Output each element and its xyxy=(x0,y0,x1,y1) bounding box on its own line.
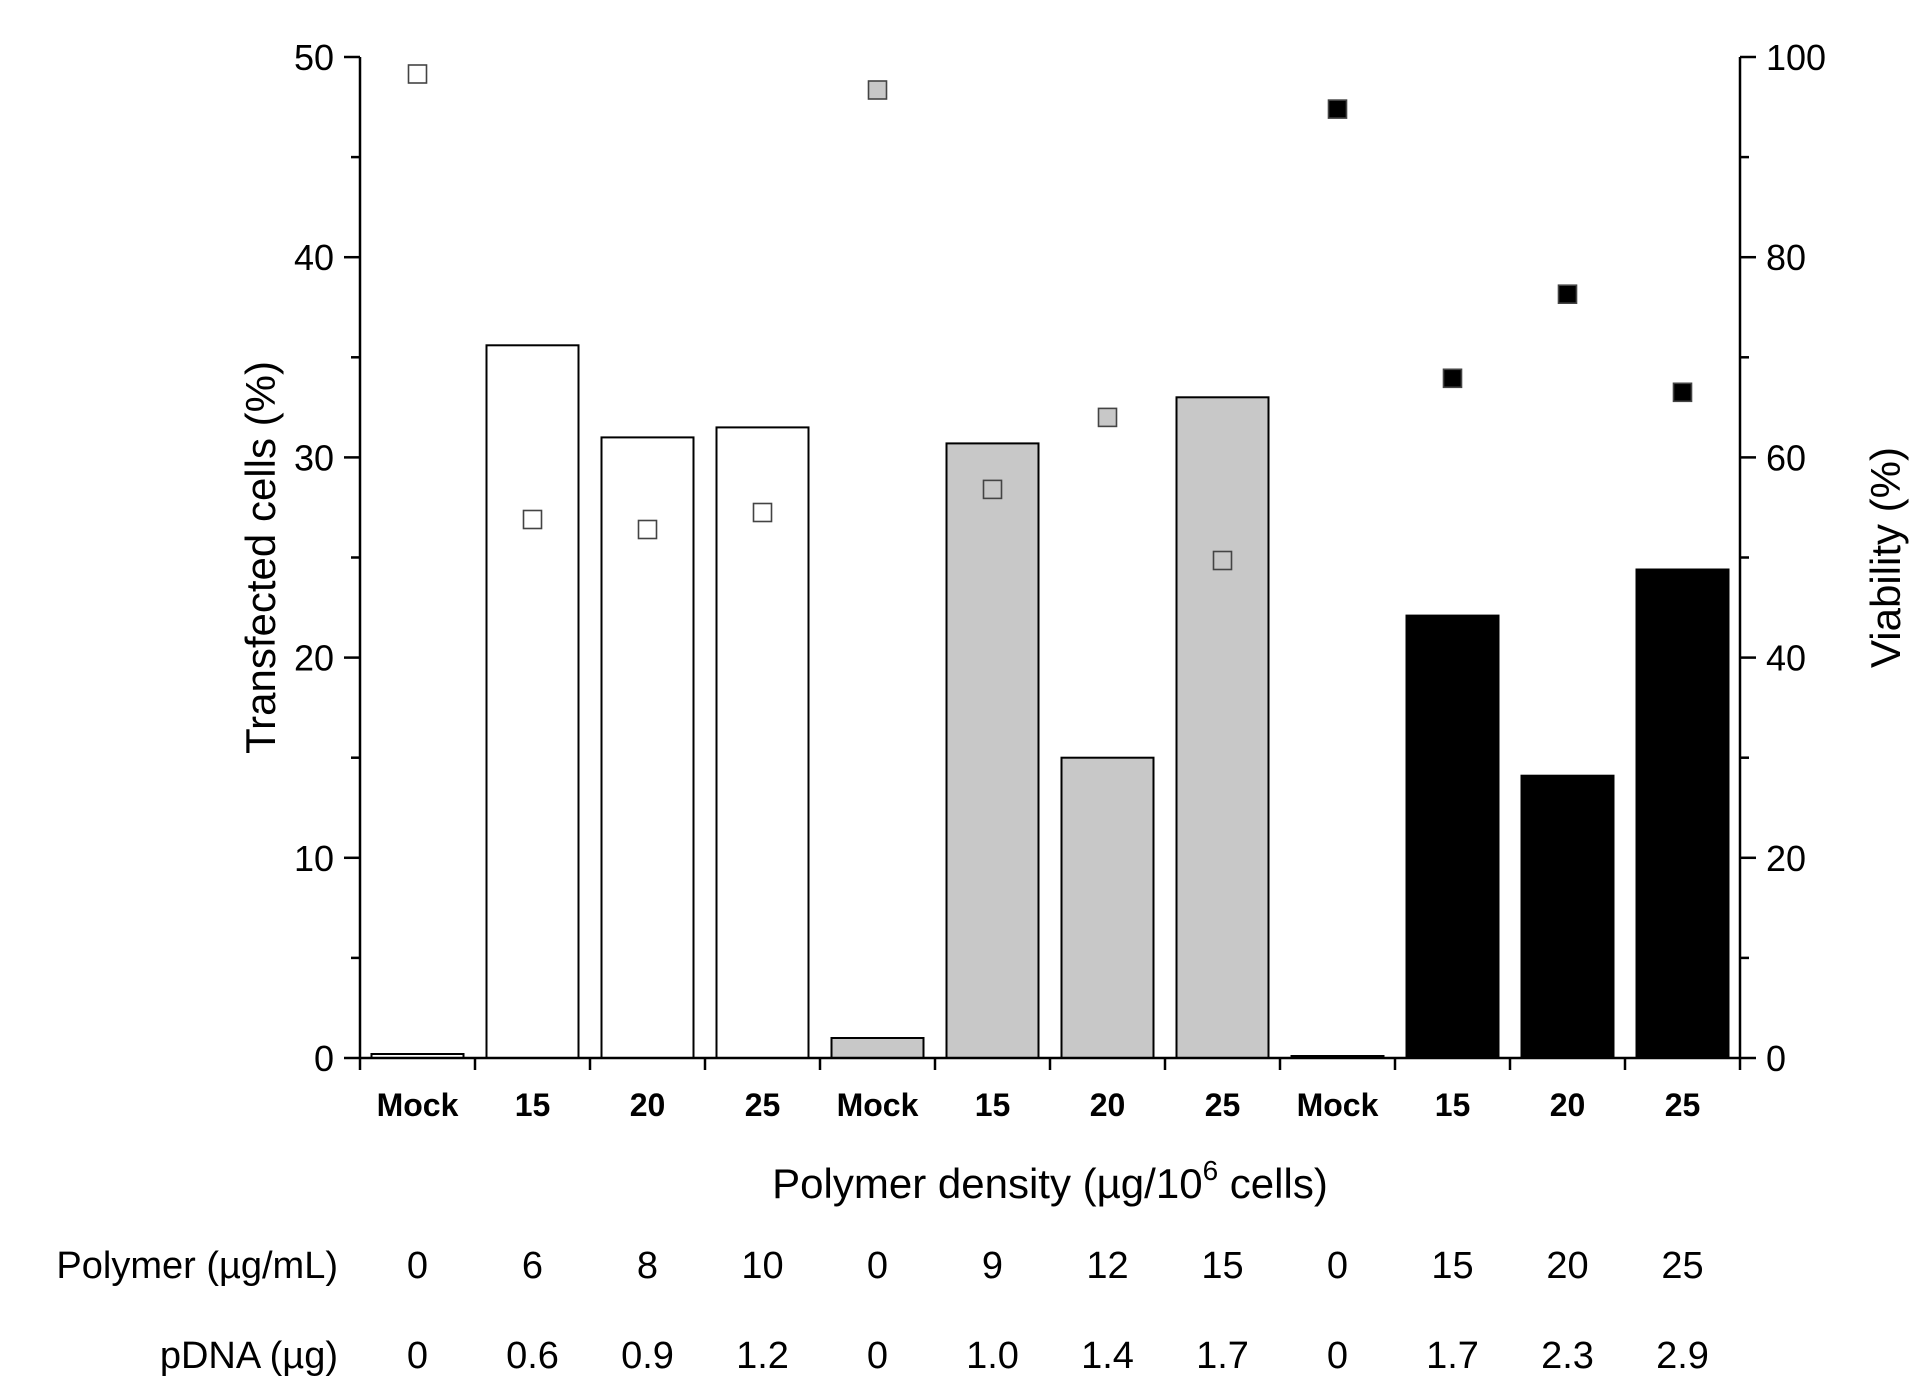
viability-marker-10 xyxy=(1557,284,1578,305)
bar-6 xyxy=(1060,756,1155,1059)
table-row-1-value-0: 0 xyxy=(407,1335,428,1377)
right-tick-label-1: 20 xyxy=(1766,838,1806,879)
table-row-1-value-3: 1.2 xyxy=(736,1335,789,1377)
x-axis-title-main: Polymer density (µg/10 xyxy=(772,1160,1202,1207)
bar-7 xyxy=(1175,396,1270,1059)
left-tick-label-4: 40 xyxy=(294,237,334,278)
category-label-9: 15 xyxy=(1435,1087,1471,1123)
table-row-label-1: pDNA (µg) xyxy=(160,1335,338,1377)
viability-marker-9 xyxy=(1442,368,1463,389)
right-tick-label-5: 100 xyxy=(1766,37,1826,78)
table-row-1-value-1: 0.6 xyxy=(506,1335,559,1377)
right-tick-label-3: 60 xyxy=(1766,437,1806,478)
table-row-1-value-8: 0 xyxy=(1327,1335,1348,1377)
table-row-0-value-11: 25 xyxy=(1661,1245,1703,1287)
bar-1 xyxy=(485,344,580,1059)
viability-marker-11 xyxy=(1672,382,1693,403)
category-label-3: 25 xyxy=(745,1087,781,1123)
category-label-4: Mock xyxy=(837,1087,919,1123)
left-tick-label-0: 0 xyxy=(314,1038,334,1079)
table-row-0-value-4: 0 xyxy=(867,1245,888,1287)
table-row-label-0: Polymer (µg/mL) xyxy=(56,1245,338,1287)
table-row-1-value-11: 2.9 xyxy=(1656,1335,1709,1377)
markers-layer xyxy=(407,64,1693,571)
category-label-8: Mock xyxy=(1297,1087,1379,1123)
viability-marker-7 xyxy=(1212,550,1233,571)
table-row-0-value-3: 10 xyxy=(741,1245,783,1287)
category-label-2: 20 xyxy=(630,1087,666,1123)
x-axis-title-suffix: cells) xyxy=(1218,1160,1328,1207)
table-row-1-value-9: 1.7 xyxy=(1426,1335,1479,1377)
x-axis-title: Polymer density (µg/106 cells) xyxy=(772,1155,1328,1207)
table-row-0-value-6: 12 xyxy=(1086,1245,1128,1287)
viability-marker-0 xyxy=(407,64,428,84)
y-axis-title-right: Viability (%) xyxy=(1862,447,1909,668)
table-row-1-value-10: 2.3 xyxy=(1541,1335,1594,1377)
table-row-0-value-9: 15 xyxy=(1431,1245,1473,1287)
category-label-7: 25 xyxy=(1205,1087,1241,1123)
viability-marker-2 xyxy=(637,519,658,540)
table-row-0-value-10: 20 xyxy=(1546,1245,1588,1287)
table-row-0-value-2: 8 xyxy=(637,1245,658,1287)
table-row-0-value-8: 0 xyxy=(1327,1245,1348,1287)
y-axis-title-left: Transfected cells (%) xyxy=(237,361,284,754)
table-row-0-value-1: 6 xyxy=(522,1245,543,1287)
viability-marker-3 xyxy=(752,502,773,523)
table-row-0-value-7: 15 xyxy=(1201,1245,1243,1287)
left-tick-label-1: 10 xyxy=(294,838,334,879)
category-label-1: 15 xyxy=(515,1087,551,1123)
left-tick-label-3: 30 xyxy=(294,437,334,478)
bars-layer xyxy=(370,344,1730,1059)
right-tick-label-2: 40 xyxy=(1766,638,1806,679)
viability-marker-1 xyxy=(522,509,543,530)
category-label-5: 15 xyxy=(975,1087,1011,1123)
bar-2 xyxy=(600,436,695,1059)
x-axis-title-superscript: 6 xyxy=(1203,1155,1219,1186)
left-tick-label-5: 50 xyxy=(294,37,334,78)
bar-9 xyxy=(1405,614,1500,1059)
table-row-0-value-5: 9 xyxy=(982,1245,1003,1287)
bar-5 xyxy=(945,442,1040,1059)
right-tick-label-4: 80 xyxy=(1766,237,1806,278)
category-label-0: Mock xyxy=(377,1087,459,1123)
table-row-1-value-7: 1.7 xyxy=(1196,1335,1249,1377)
viability-marker-6 xyxy=(1097,407,1118,428)
viability-marker-4 xyxy=(867,80,888,100)
category-label-10: 20 xyxy=(1550,1087,1586,1123)
bar-11 xyxy=(1635,568,1730,1059)
bar-10 xyxy=(1520,774,1615,1059)
viability-marker-5 xyxy=(982,479,1003,500)
table-row-0-value-0: 0 xyxy=(407,1245,428,1287)
table-row-1-value-2: 0.9 xyxy=(621,1335,674,1377)
axes-layer xyxy=(344,55,1756,1070)
viability-marker-8 xyxy=(1327,99,1348,119)
left-tick-label-2: 20 xyxy=(294,638,334,679)
right-tick-label-0: 0 xyxy=(1766,1038,1786,1079)
table-row-1-value-4: 0 xyxy=(867,1335,888,1377)
category-label-6: 20 xyxy=(1090,1087,1126,1123)
bar-4 xyxy=(830,1037,925,1059)
category-label-11: 25 xyxy=(1665,1087,1701,1123)
table-row-1-value-6: 1.4 xyxy=(1081,1335,1134,1377)
table-row-1-value-5: 1.0 xyxy=(966,1335,1019,1377)
